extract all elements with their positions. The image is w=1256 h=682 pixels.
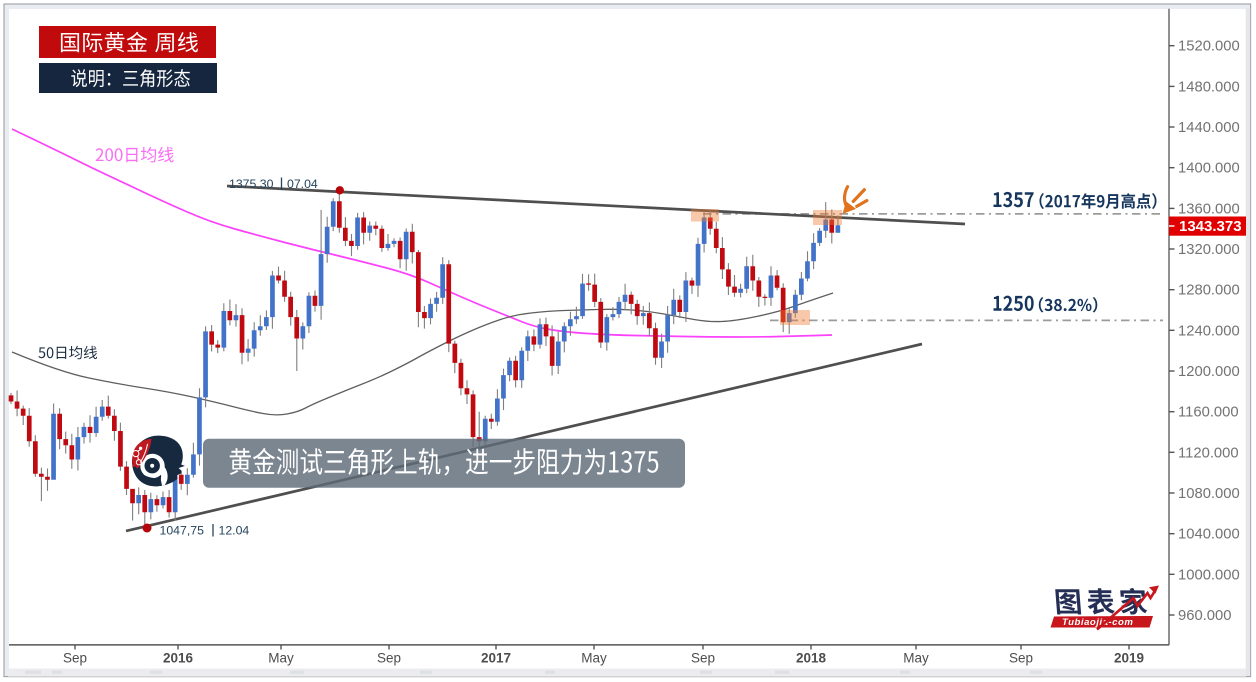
svg-text:Sep: Sep	[1009, 651, 1033, 666]
svg-text:May: May	[268, 651, 294, 666]
svg-text:Sep: Sep	[691, 651, 715, 666]
svg-text:May: May	[903, 651, 929, 666]
svg-text:2016: 2016	[163, 651, 194, 666]
svg-text:2018: 2018	[796, 651, 827, 666]
svg-text:Sep: Sep	[63, 651, 87, 666]
svg-text:1240.000: 1240.000	[1178, 323, 1240, 339]
svg-text:Sep: Sep	[377, 651, 401, 666]
svg-text:1047,75: 1047,75	[160, 524, 205, 538]
svg-text:12.04: 12.04	[219, 524, 250, 538]
svg-text:1375.30: 1375.30	[229, 177, 274, 191]
svg-text:1343.373: 1343.373	[1179, 218, 1242, 235]
svg-text:1520.000: 1520.000	[1178, 39, 1240, 55]
svg-text:1160.000: 1160.000	[1178, 405, 1239, 421]
svg-text:960.000: 960.000	[1178, 608, 1232, 624]
svg-text:1200.000: 1200.000	[1178, 364, 1240, 380]
svg-text:1120.000: 1120.000	[1178, 445, 1239, 461]
svg-text:1040.000: 1040.000	[1178, 527, 1240, 543]
svg-text:1280.000: 1280.000	[1178, 283, 1240, 299]
svg-text:Tubiaojia-com: Tubiaojia-com	[1062, 617, 1133, 628]
svg-text:07.04: 07.04	[287, 177, 318, 191]
svg-text:2017: 2017	[481, 651, 511, 666]
svg-text:May: May	[581, 651, 607, 666]
svg-text:1320.000: 1320.000	[1178, 242, 1240, 258]
svg-text:1440.000: 1440.000	[1178, 120, 1240, 136]
svg-text:1080.000: 1080.000	[1178, 486, 1240, 502]
svg-text:2019: 2019	[1114, 651, 1144, 666]
svg-text:1480.000: 1480.000	[1178, 79, 1240, 95]
svg-text:1360.000: 1360.000	[1178, 201, 1240, 217]
svg-text:1400.000: 1400.000	[1178, 161, 1240, 177]
svg-text:1000.000: 1000.000	[1178, 567, 1240, 583]
